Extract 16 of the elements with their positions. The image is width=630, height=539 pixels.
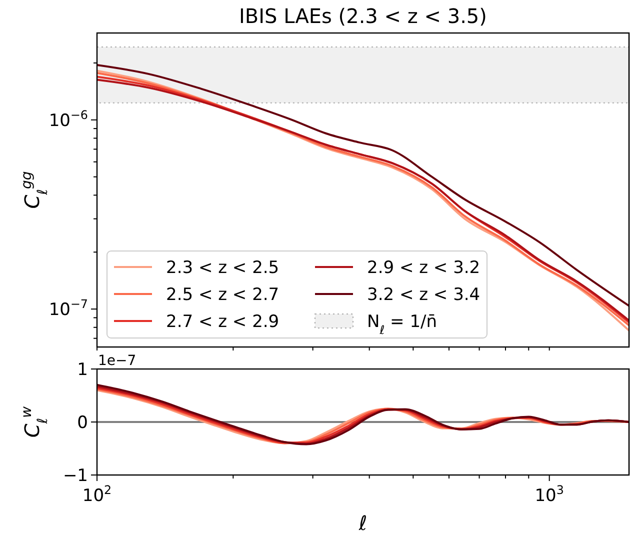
legend-label: 2.5 < z < 2.7 [166,285,280,305]
y-tick-label: 10$^{−6}$ [48,108,88,131]
y-tick-label: 0 [77,413,88,433]
y-tick-label: 10$^{−7}$ [48,297,88,320]
y-tick-label: −1 [62,466,88,486]
legend-label: 2.9 < z < 3.2 [367,258,480,278]
x-tick-label: 10$^{3}$ [534,483,564,506]
legend-label: 2.3 < z < 2.5 [166,258,280,278]
x-tick-label: 10$^{2}$ [82,483,112,506]
legend-label: N$_{ℓ}$ = 1/n̄ [367,312,438,337]
legend-label: 2.7 < z < 2.9 [166,312,280,332]
x-axis-title: ℓ [358,511,368,535]
y-tick-label: 1 [77,360,88,380]
legend-label: 3.2 < z < 3.4 [367,285,480,305]
annotation: 1e−7 [98,353,136,369]
chart-title: IBIS LAEs (2.3 < z < 3.5) [239,4,487,28]
